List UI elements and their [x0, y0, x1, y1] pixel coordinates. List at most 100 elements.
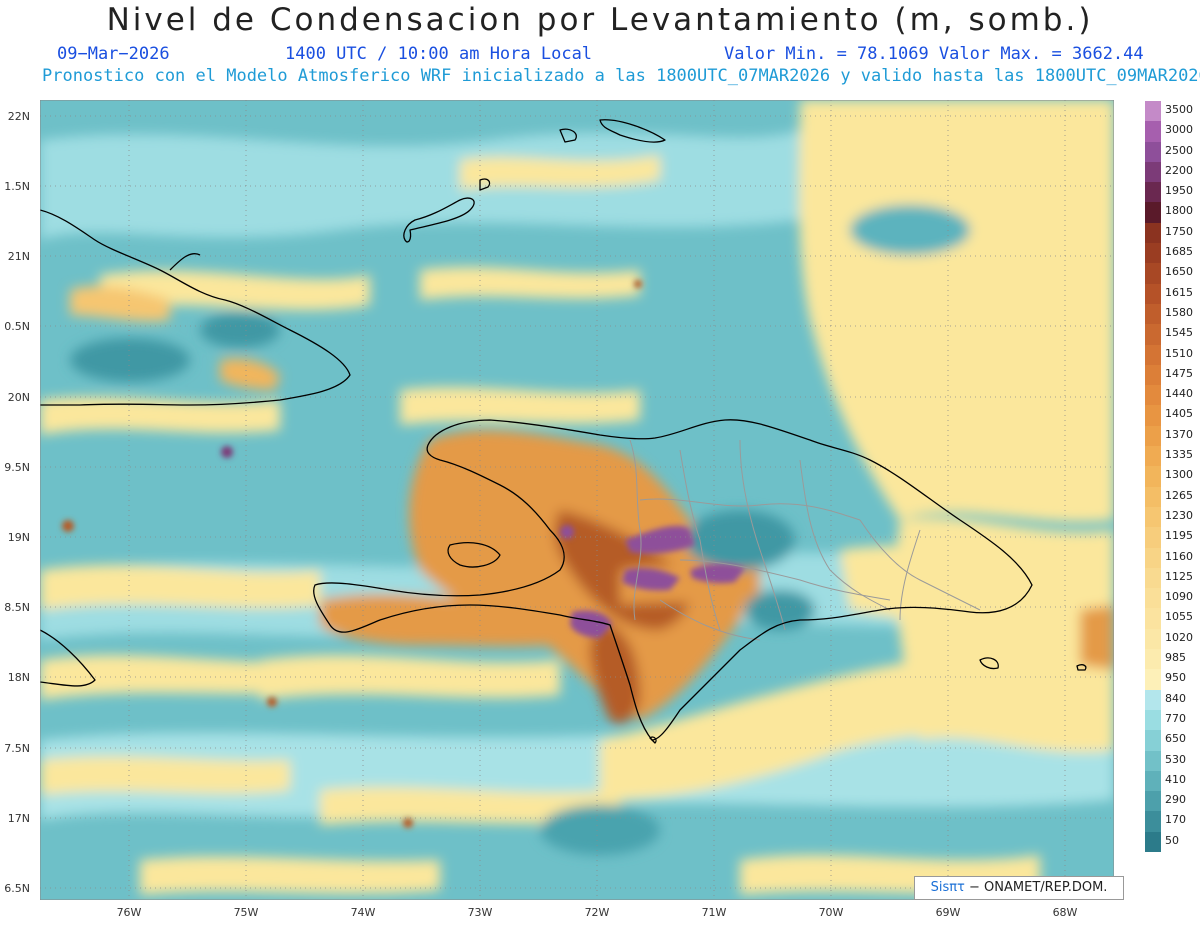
legend-swatch [1145, 811, 1161, 832]
coastlines [40, 119, 1087, 744]
legend-level: 985 [1145, 649, 1186, 670]
legend-swatch [1145, 750, 1161, 771]
legend-level: 1020 [1145, 628, 1193, 650]
lat-tick: 9.5N [4, 461, 30, 474]
high-lcl-cells [62, 280, 745, 828]
legend-swatch [1145, 547, 1161, 568]
legend-level: 1265 [1145, 486, 1193, 507]
lat-tick: 8.5N [4, 601, 30, 614]
legend-level: 1300 [1145, 466, 1193, 487]
lat-tick: 18N [7, 671, 30, 684]
legend-label: 650 [1165, 732, 1186, 746]
legend-label: 1800 [1165, 204, 1193, 218]
legend-label: 1545 [1165, 326, 1193, 340]
legend-swatch [1145, 303, 1161, 325]
legend-swatch [1145, 709, 1161, 731]
legend-level: 770 [1145, 709, 1186, 731]
legend-swatch [1145, 831, 1161, 852]
legend-label: 1405 [1165, 407, 1193, 421]
legend-label: 1160 [1165, 549, 1193, 563]
map-panel [40, 100, 1114, 900]
legend-swatch [1145, 466, 1161, 487]
lcl-map [40, 100, 1114, 900]
legend-swatch [1145, 324, 1161, 345]
forecast-time: 1400 UTC / 10:00 am Hora Local [285, 44, 593, 64]
legend-label: 1950 [1165, 184, 1193, 198]
legend-level: 1510 [1145, 344, 1193, 365]
legend-label: 1055 [1165, 610, 1193, 624]
lat-tick: 20N [7, 391, 30, 404]
model-subtitle: Pronostico con el Modelo Atmosferico WRF… [42, 66, 1200, 86]
legend-label: 1195 [1165, 529, 1193, 543]
legend-level: 410 [1145, 770, 1186, 792]
legend-label: 840 [1165, 691, 1186, 705]
legend-level: 1335 [1145, 446, 1193, 467]
legend-label: 530 [1165, 752, 1186, 766]
lon-tick: 68W [1052, 906, 1078, 919]
legend-label: 1125 [1165, 569, 1193, 583]
legend-label: 1265 [1165, 488, 1193, 502]
legend-level: 840 [1145, 689, 1186, 710]
legend-swatch [1145, 446, 1161, 467]
legend-level: 1545 [1145, 324, 1193, 345]
legend-label: 1300 [1165, 468, 1193, 482]
legend-level: 2200 [1145, 161, 1193, 183]
legend-level: 1195 [1145, 527, 1193, 548]
legend-swatch [1145, 344, 1161, 365]
legend-swatch [1145, 588, 1161, 609]
legend-swatch [1145, 222, 1161, 244]
legend-level: 1950 [1145, 182, 1193, 203]
lat-tick: 17N [7, 812, 30, 825]
legend-label: 2200 [1165, 163, 1193, 177]
legend-level: 1685 [1145, 243, 1193, 264]
color-legend: 3500 3000 2500 2200 1950 1800 1750 1685 1650 1615… [1145, 101, 1193, 852]
legend-swatch [1145, 649, 1161, 670]
legend-label: 2500 [1165, 143, 1193, 157]
lat-tick: 21N [7, 250, 30, 263]
legend-label: 770 [1165, 711, 1186, 725]
legend-level: 1615 [1145, 283, 1193, 304]
legend-label: 1475 [1165, 366, 1193, 380]
legend-level: 530 [1145, 750, 1186, 771]
legend-level: 950 [1145, 669, 1186, 690]
legend-level: 2500 [1145, 141, 1193, 162]
legend-level: 1090 [1145, 588, 1193, 609]
lon-tick: 76W [116, 906, 142, 919]
legend-level: 1230 [1145, 506, 1193, 528]
legend-level: 3000 [1145, 121, 1193, 142]
legend-label: 1650 [1165, 265, 1193, 279]
lon-tick: 69W [935, 906, 961, 919]
legend-label: 170 [1165, 813, 1186, 827]
legend-level: 1125 [1145, 567, 1193, 589]
lat-tick: 1.5N [4, 180, 30, 193]
legend-swatch [1145, 730, 1161, 751]
legend-label: 1335 [1165, 448, 1193, 462]
legend-level: 1750 [1145, 222, 1193, 244]
legend-label: 1440 [1165, 387, 1193, 401]
legend-label: 950 [1165, 671, 1186, 685]
credit-box: Sisπτ − ONAMET/REP.DOM. [914, 876, 1124, 900]
legend-label: 1090 [1165, 590, 1193, 604]
legend-level: 1440 [1145, 385, 1193, 406]
legend-level: 50 [1145, 831, 1179, 852]
legend-level: 1405 [1145, 405, 1193, 426]
legend-label: 1615 [1165, 285, 1193, 299]
legend-swatch [1145, 425, 1161, 447]
legend-swatch [1145, 283, 1161, 304]
legend-level: 3500 [1145, 101, 1193, 122]
lat-tick: 7.5N [4, 742, 30, 755]
legend-label: 1685 [1165, 245, 1193, 259]
lat-tick: 6.5N [4, 882, 30, 895]
lon-tick: 74W [350, 906, 376, 919]
legend-swatch [1145, 364, 1161, 386]
legend-swatch [1145, 243, 1161, 264]
province-boundaries [629, 439, 981, 641]
forecast-date: 09−Mar−2026 [57, 44, 170, 64]
lon-tick: 75W [233, 906, 259, 919]
legend-swatch [1145, 608, 1161, 629]
legend-label: 1510 [1165, 346, 1193, 360]
legend-swatch [1145, 770, 1161, 792]
lon-tick: 70W [818, 906, 844, 919]
legend-swatch [1145, 486, 1161, 507]
credit-brand: Sisπτ [930, 880, 965, 895]
